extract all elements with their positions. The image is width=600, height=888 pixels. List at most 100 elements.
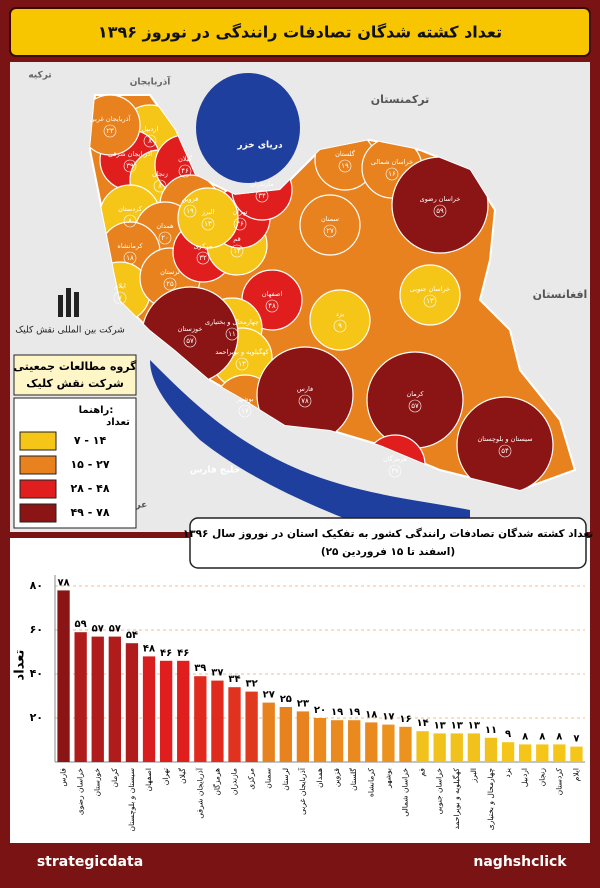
value-label: ۵۴ xyxy=(126,630,138,641)
province-name: هرمزگان xyxy=(383,455,408,463)
x-tick-label: هرمزگان xyxy=(212,768,221,796)
value-label: ۳۹ xyxy=(194,663,206,674)
value-label: ۱۳ xyxy=(451,720,463,731)
logo-bar xyxy=(58,295,63,317)
x-tick-label: سیستان و بلوچستان xyxy=(127,768,136,832)
bar xyxy=(484,737,498,762)
x-tick-label: بوشهر xyxy=(383,768,392,789)
page-title: تعداد کشته شدگان تصادفات رانندگی در نورو… xyxy=(98,23,502,42)
province-count: ۳۲ xyxy=(199,254,207,262)
x-tick-label: اردبیل xyxy=(520,768,529,787)
province-name: گلستان xyxy=(335,150,356,158)
legend-label: ۲۸ - ۴۸ xyxy=(70,482,109,495)
x-tick-label: ایلام xyxy=(571,768,580,781)
bar xyxy=(501,742,515,762)
map-label: ترکیه xyxy=(28,71,51,81)
province-count: ۱۶ xyxy=(388,170,396,178)
province-badge xyxy=(230,244,244,258)
x-tick-label: کرمانشاه xyxy=(366,768,375,797)
bar xyxy=(159,660,173,762)
province-badge xyxy=(143,134,157,148)
bar xyxy=(125,643,139,762)
bar xyxy=(416,731,429,762)
x-tick-label: خراسان شمالی xyxy=(400,768,409,817)
province-name: ایلام xyxy=(114,282,126,290)
province-name: لرستان xyxy=(160,268,180,276)
province-badge xyxy=(158,231,172,245)
province-count: ۸ xyxy=(158,182,162,190)
province-badge xyxy=(235,357,249,371)
value-label: ۵۹ xyxy=(75,619,87,630)
bar xyxy=(433,733,446,762)
footer-right: naghshclick xyxy=(473,854,567,870)
logo: شرکت بین المللی نقش کلیک xyxy=(15,288,125,336)
bar xyxy=(108,636,121,762)
province-name: قزوین xyxy=(182,195,199,203)
province-count: ۸ xyxy=(128,217,132,225)
y-tick-label: ۴۰ xyxy=(30,667,43,680)
province-badge xyxy=(298,394,312,408)
x-tick-label: مرکزی xyxy=(247,768,256,790)
bar xyxy=(365,722,378,762)
province-badge xyxy=(408,399,422,413)
y-tick-label: ۲۰ xyxy=(30,711,43,724)
bar xyxy=(279,707,292,762)
bar xyxy=(382,724,395,762)
x-tick-label: خوزستان xyxy=(93,768,102,797)
y-tick-label: ۶۰ xyxy=(30,623,43,636)
value-label: ۱۱ xyxy=(485,725,497,736)
province-badge xyxy=(255,189,269,203)
legend-swatch xyxy=(19,503,57,523)
bar xyxy=(211,680,224,762)
province-name: همدان xyxy=(156,222,174,230)
province-name: سیستان و بلوچستان xyxy=(477,435,532,443)
bar xyxy=(74,632,87,762)
province-name: آذربایجان شرقی xyxy=(108,149,153,158)
province-name: یزد xyxy=(336,310,344,318)
province-count: ۱۹ xyxy=(186,207,194,215)
province-count: ۹ xyxy=(338,322,342,330)
province-count: ۴۶ xyxy=(236,220,244,228)
province-count: ۲۰ xyxy=(161,234,169,242)
province-name: اردبیل xyxy=(142,125,159,133)
map-label: آذربایجان xyxy=(130,76,171,88)
province-badge xyxy=(323,224,337,238)
value-label: ۸ xyxy=(556,731,562,742)
province-count: ۱۹ xyxy=(341,162,349,170)
x-tick-label: مازندران xyxy=(230,768,239,795)
value-label: ۲۷ xyxy=(263,690,275,701)
x-tick-label: فارس xyxy=(59,768,68,787)
logo-bar xyxy=(66,288,71,317)
province-count: ۷۸ xyxy=(301,397,309,405)
x-tick-label: لرستان xyxy=(281,768,290,791)
x-tick-label: یزد xyxy=(503,768,512,778)
value-label: ۸ xyxy=(522,731,528,742)
province-badge xyxy=(423,294,437,308)
province-name: کرمان xyxy=(407,390,425,398)
province-name: البرز xyxy=(201,208,215,216)
province-badge xyxy=(201,217,215,231)
x-tick-label: آذربایجان شرقی xyxy=(194,767,204,819)
province-count: ۵۷ xyxy=(186,337,194,345)
logo-text: شرکت بین المللی نقش کلیک xyxy=(15,326,125,336)
value-label: ۳۷ xyxy=(211,668,223,679)
province-badge xyxy=(388,464,402,478)
bar xyxy=(262,702,275,762)
x-tick-label: زنجان xyxy=(537,768,546,787)
province-count: ۳۷ xyxy=(391,467,399,475)
value-label: ۱۳ xyxy=(468,720,480,731)
legend-swatch xyxy=(19,431,57,451)
province-name: خوزستان xyxy=(178,325,203,333)
bar xyxy=(194,676,207,762)
x-tick-label: خراسان جنوبی xyxy=(435,768,444,815)
x-tick-label: سمنان xyxy=(264,768,273,789)
province-count: ۱۱ xyxy=(228,330,236,338)
province-badge xyxy=(123,159,137,173)
x-tick-label: چهارمحال و بختیاری xyxy=(486,768,495,831)
legend: راهنما: تعداد ۷ - ۱۴ ۱۵ - ۲۷ ۲۸ - ۴۸ ۴۹ - ۷… xyxy=(13,397,137,529)
caspian-sea xyxy=(196,73,300,183)
value-label: ۸ xyxy=(539,731,545,742)
value-label: ۲۳ xyxy=(297,698,309,709)
province-badge xyxy=(183,204,197,218)
